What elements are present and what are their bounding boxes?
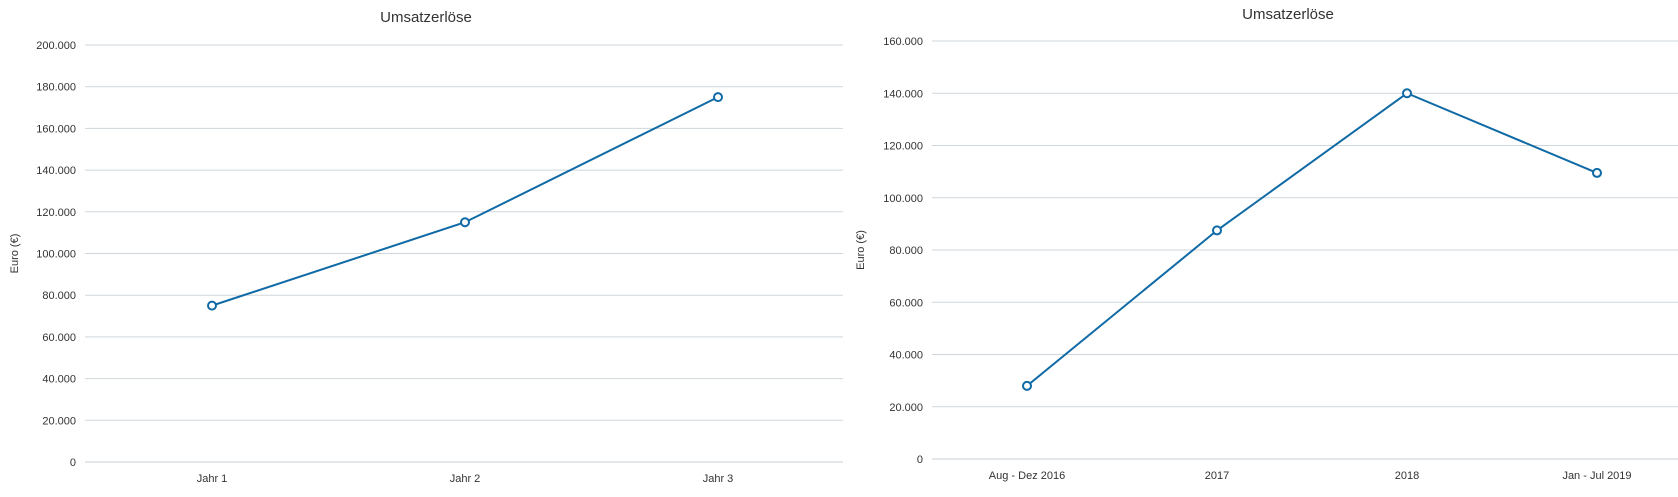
x-tick-label: Aug - Dez 2016 [989,470,1065,482]
data-point [1592,167,1602,178]
y-tick-label: 120.000 [36,207,76,219]
chart-right: 0 20.000 40.000 60.000 80.000 100.000 120.000 1… [855,6,1678,482]
data-point [713,92,723,103]
data-point [1402,88,1412,99]
series-line [1026,92,1598,387]
y-tick-label: 20.000 [42,415,76,427]
y-tick-label: 160.000 [36,123,76,135]
y-tick-label: 100.000 [36,249,76,261]
chart-left: 0 20.000 40.000 60.000 80.000 100.000 120.000 1… [9,9,843,485]
y-tick-label: 60.000 [42,332,76,344]
y-tick-label: 80.000 [42,290,76,302]
data-point [1212,225,1222,236]
chart-title: Umsatzerlöse [380,9,472,26]
x-tick-label: Jan - Jul 2019 [1562,470,1631,482]
y-tick-label: 0 [917,454,923,466]
y-tick-label: 140.000 [883,88,923,100]
y-tick-label: 200.000 [36,40,76,52]
y-axis-label: Euro (€) [9,234,21,274]
y-tick-label: 20.000 [889,402,923,414]
x-tick-label: 2018 [1395,470,1419,482]
y-tick-label: 0 [70,457,76,469]
data-point [460,217,470,228]
y-tick-label: 80.000 [889,245,923,257]
chart-title: Umsatzerlöse [1242,6,1334,23]
y-tick-label: 180.000 [36,82,76,94]
y-tick-label: 40.000 [889,350,923,362]
y-tick-label: 140.000 [36,165,76,177]
y-axis-label: Euro (€) [855,230,867,270]
x-tick-label: Jahr 2 [450,473,481,485]
y-tick-label: 60.000 [889,297,923,309]
x-tick-label: 2017 [1205,470,1229,482]
y-tick-label: 120.000 [883,141,923,153]
y-tick-label: 40.000 [42,374,76,386]
data-point [207,300,217,311]
data-point [1022,380,1032,391]
x-tick-label: Jahr 1 [197,473,228,485]
x-tick-label: Jahr 3 [703,473,734,485]
y-tick-label: 160.000 [883,36,923,48]
y-tick-label: 100.000 [883,193,923,205]
